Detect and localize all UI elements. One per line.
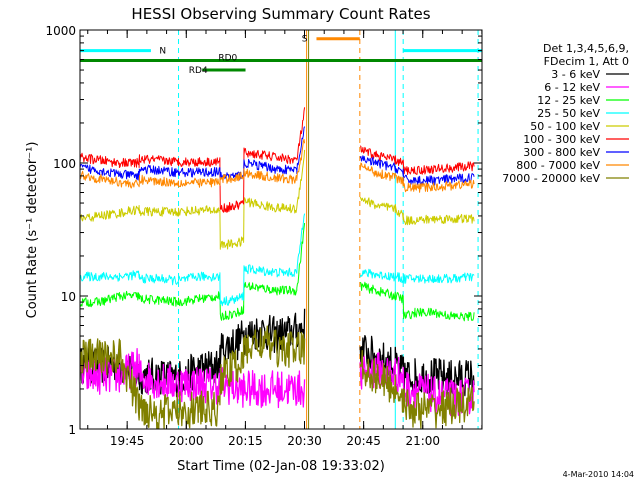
x-tick-label-3: 20:30 xyxy=(287,434,322,448)
series-line-7-0 xyxy=(80,138,306,189)
x-tick-label-5: 21:00 xyxy=(405,434,440,448)
legend-label-5: 100 - 300 keV xyxy=(523,133,600,146)
series-line-5-1 xyxy=(359,145,475,175)
series-line-4-0 xyxy=(80,149,306,250)
y-axis-label: Count Rate (s⁻¹ detector⁻¹) xyxy=(25,142,40,319)
legend-label-7: 800 - 7000 keV xyxy=(516,159,600,172)
y-tick-label-3: 1000 xyxy=(45,24,76,38)
y-tick-label-2: 100 xyxy=(53,157,76,171)
legend-label-2: 12 - 25 keV xyxy=(537,94,600,107)
flag-label-n: N xyxy=(159,47,166,57)
series-line-3-0 xyxy=(80,213,306,307)
flag-label-s: S xyxy=(302,35,308,45)
series-line-8-0 xyxy=(80,325,306,429)
series-line-6-0 xyxy=(80,126,306,181)
flag-label-rd0: RD0 xyxy=(218,54,237,64)
series-line-6-1 xyxy=(359,155,475,186)
y-tick-label-1: 10 xyxy=(61,290,76,304)
x-tick-label-0: 19:45 xyxy=(110,434,145,448)
x-axis-label: Start Time (02-Jan-08 19:33:02) xyxy=(177,459,385,474)
series-line-4-1 xyxy=(359,196,475,226)
y-tick-label-0: 1 xyxy=(68,423,76,437)
axes: N S RD0 RD4 19:45 20:00 20:15 20:30 20:45 21:00 1 1… xyxy=(45,24,483,448)
x-tick-label-4: 20:45 xyxy=(346,434,381,448)
legend-label-0: 3 - 6 keV xyxy=(551,68,600,81)
series-group xyxy=(80,30,482,429)
chart-title: HESSI Observing Summary Count Rates xyxy=(131,5,430,23)
legend-header-1: FDecim 1, Att 0 xyxy=(544,55,629,68)
plot-frame xyxy=(79,29,483,430)
legend-label-1: 6 - 12 keV xyxy=(544,81,600,94)
legend: Det 1,3,4,5,6,9,FDecim 1, Att 03 - 6 keV… xyxy=(502,42,629,185)
series-line-2-0 xyxy=(80,223,306,321)
series-line-5-0 xyxy=(80,107,306,213)
flag-label-rd4: RD4 xyxy=(189,66,208,76)
series-line-3-1 xyxy=(359,268,475,284)
legend-label-4: 50 - 100 keV xyxy=(530,120,600,133)
series-line-1-1 xyxy=(359,352,475,417)
timestamp-stamp: 4-Mar-2010 14:04 xyxy=(563,470,634,479)
legend-label-8: 7000 - 20000 keV xyxy=(502,172,600,185)
series-line-7-1 xyxy=(359,162,475,193)
legend-header-0: Det 1,3,4,5,6,9, xyxy=(543,42,629,55)
x-tick-label-2: 20:15 xyxy=(228,434,263,448)
x-tick-label-1: 20:00 xyxy=(169,434,204,448)
series-line-2-1 xyxy=(359,281,475,322)
legend-label-6: 300 - 800 keV xyxy=(523,146,600,159)
series-line-8-1 xyxy=(359,349,475,429)
legend-label-3: 25 - 50 keV xyxy=(537,107,600,120)
plot-area xyxy=(80,30,482,429)
